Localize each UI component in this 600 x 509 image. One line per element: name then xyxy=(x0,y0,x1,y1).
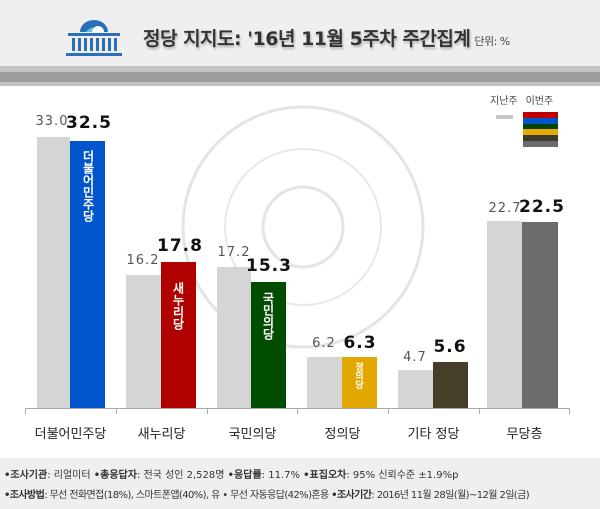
header-divider xyxy=(0,82,600,86)
bar-cur-5 xyxy=(522,222,558,408)
x-tick xyxy=(388,408,389,414)
value-cur-5: 22.5 xyxy=(519,197,565,217)
bar-cur-3 xyxy=(342,357,377,408)
bar-prev-3 xyxy=(307,357,342,408)
x-tick xyxy=(569,408,570,414)
value-cur-3: 6.3 xyxy=(343,333,377,353)
value-cur-4: 5.6 xyxy=(433,337,467,357)
bar-prev-4 xyxy=(398,370,433,408)
category-label: 더불어민주당 xyxy=(34,427,107,442)
party-logo-text: 국민의당 xyxy=(261,292,275,340)
category-label: 기타 정당 xyxy=(407,427,460,442)
bar-cur-4 xyxy=(433,362,468,408)
value-prev-4: 4.7 xyxy=(403,350,427,365)
x-tick xyxy=(25,408,26,414)
value-prev-2: 17.2 xyxy=(217,245,251,260)
category-label: 국민의당 xyxy=(228,427,277,442)
value-cur-0: 32.5 xyxy=(66,113,112,133)
bar-prev-2 xyxy=(217,267,251,408)
x-tick xyxy=(116,408,117,414)
header-divider xyxy=(0,66,600,72)
category-label: 무당층 xyxy=(506,427,543,442)
bar-cur-0 xyxy=(70,141,105,408)
party-logo-text: 새누리당 xyxy=(171,282,185,330)
category-label: 정의당 xyxy=(324,427,361,442)
value-prev-3: 6.2 xyxy=(312,336,336,351)
legend-cur-label: 이번주 xyxy=(525,96,554,107)
value-cur-2: 15.3 xyxy=(246,256,292,276)
bar-prev-0 xyxy=(37,137,70,408)
x-tick xyxy=(207,408,208,414)
legend-prev-swatch xyxy=(496,115,513,119)
legend-cur-swatch xyxy=(523,112,558,147)
legend-prev-label: 지난주 xyxy=(490,96,518,107)
bar-prev-5 xyxy=(487,221,522,408)
legend: 지난주 이번주 xyxy=(490,92,561,147)
value-prev-5: 22.7 xyxy=(488,201,522,216)
x-tick xyxy=(479,408,480,414)
party-logo-text: 더불어민주당 xyxy=(81,150,95,222)
national-assembly-logo-icon xyxy=(66,20,122,56)
value-cur-1: 17.8 xyxy=(157,236,203,256)
bar-cur-2 xyxy=(251,282,286,408)
value-prev-0: 33.0 xyxy=(35,114,69,129)
bar-prev-1 xyxy=(126,275,161,408)
assembly-seal-watermark-icon xyxy=(181,105,425,349)
unit-label: 단위: % xyxy=(474,35,510,48)
survey-notes: •조사기관: 리얼미터 •총응답자: 전국 성인 2,528명 •응답률: 11… xyxy=(0,458,600,509)
x-tick xyxy=(297,408,298,414)
chart-title: 정당 지지도: '16년 11월 5주차 주간집계 단위: % xyxy=(143,28,510,50)
value-prev-1: 16.2 xyxy=(126,253,160,268)
party-logo-text: 정의당 xyxy=(353,362,363,389)
bar-cur-1 xyxy=(161,262,196,408)
header-divider xyxy=(0,72,600,82)
category-label: 새누리당 xyxy=(137,427,186,442)
